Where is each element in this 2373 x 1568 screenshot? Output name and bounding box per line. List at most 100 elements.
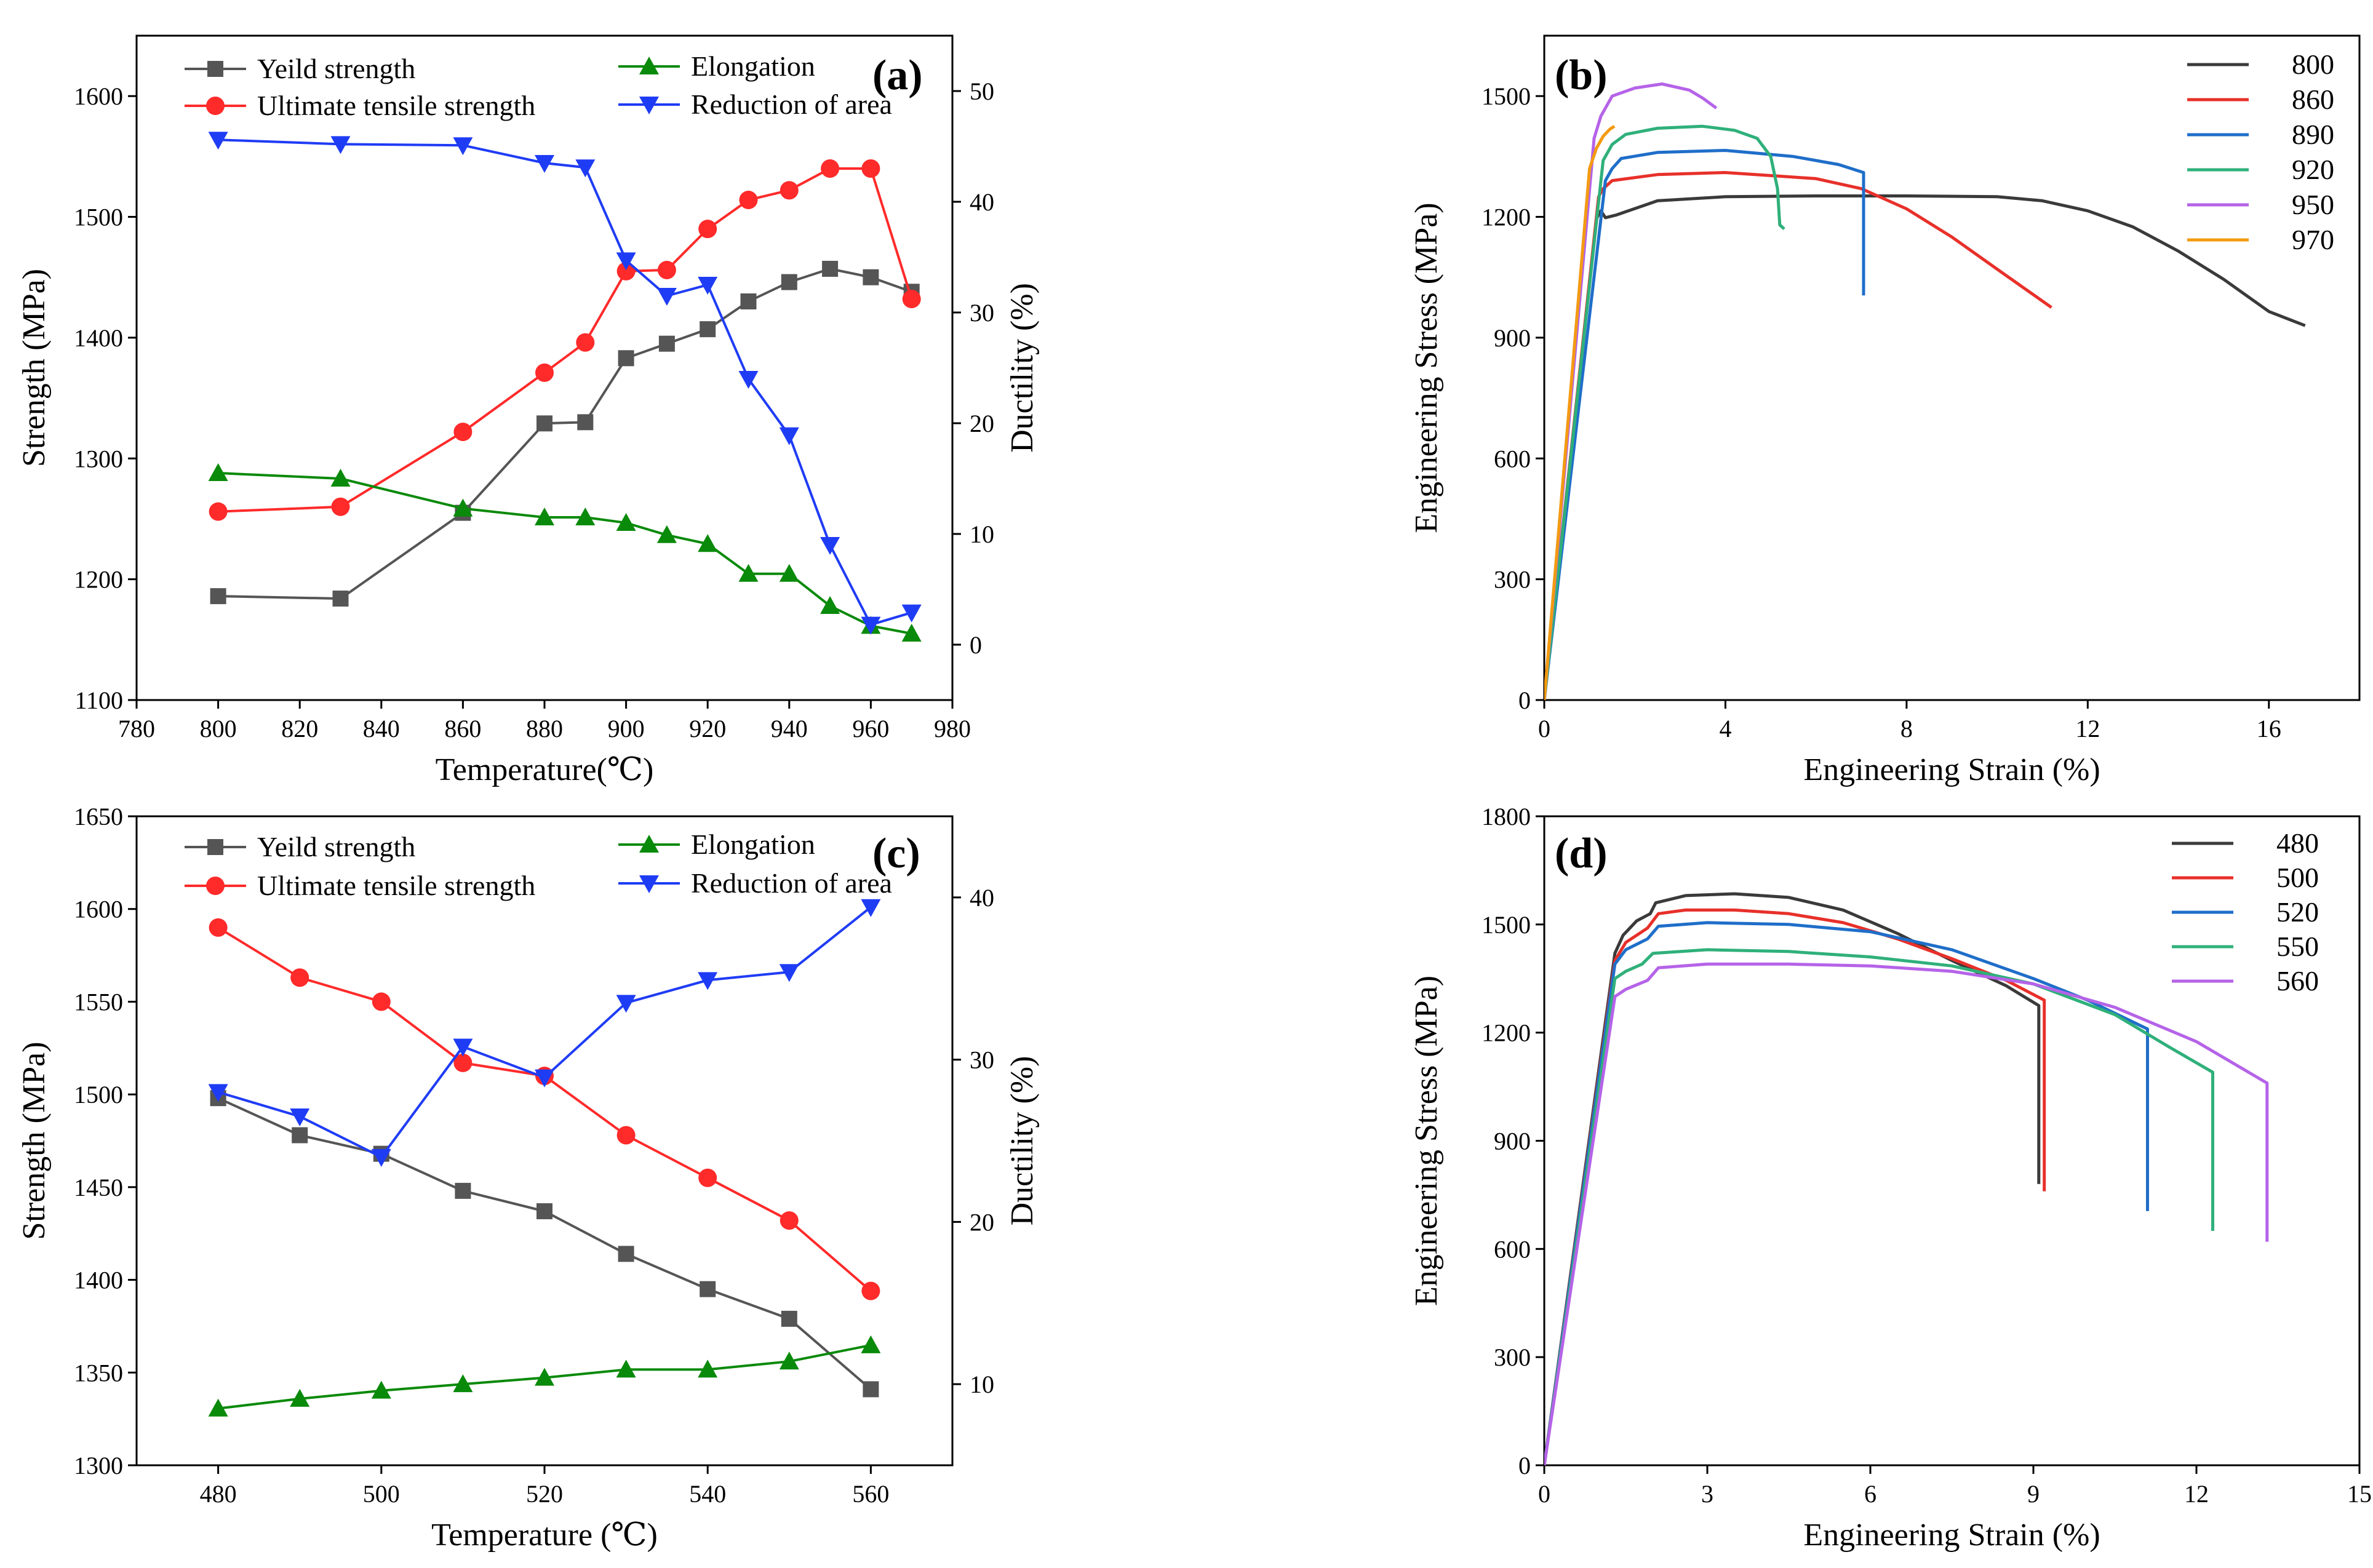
- series-920: [1544, 124, 1785, 700]
- y-tick-label: 1200: [1482, 1019, 1531, 1047]
- series-line: [218, 906, 872, 1158]
- legend-label: 480: [2276, 827, 2319, 859]
- x-axis-title: Temperature(℃): [436, 752, 654, 787]
- y-axis-title: Strength (MPa): [17, 1041, 52, 1240]
- series-elongation: [208, 1335, 881, 1417]
- y-tick-label: 1300: [74, 445, 123, 472]
- x-tick-label: 520: [526, 1480, 563, 1508]
- series-500: [1544, 908, 2046, 1465]
- legend-marker: [639, 97, 659, 114]
- series-line: [218, 167, 913, 513]
- legend-marker: [639, 875, 659, 893]
- data-point: [779, 1351, 799, 1370]
- y2-axis-title: Ductility (%): [1005, 283, 1040, 453]
- y-tick-label: 1800: [1482, 803, 1531, 830]
- data-point: [575, 507, 596, 525]
- data-point: [738, 563, 759, 582]
- data-point: [536, 1203, 552, 1220]
- y2-tick-label: 30: [970, 1046, 994, 1074]
- series-970: [1544, 125, 1616, 700]
- data-point: [453, 1374, 473, 1393]
- y-axis-title: Engineering Stress (MPa): [1409, 976, 1444, 1306]
- data-point: [577, 414, 594, 431]
- data-point: [535, 155, 554, 173]
- data-point: [453, 1038, 473, 1057]
- y2-tick-label: 20: [970, 410, 994, 437]
- y2-tick-label: 40: [970, 188, 994, 216]
- data-point: [209, 918, 228, 937]
- y2-axis-title: Ductility (%): [1005, 1056, 1040, 1226]
- data-point: [575, 159, 596, 178]
- legend-marker: [639, 57, 659, 74]
- y-tick-label: 1100: [74, 686, 123, 714]
- data-point: [453, 137, 473, 156]
- series-reduction-of-area: [208, 899, 881, 1167]
- data-point: [616, 261, 636, 281]
- series-line: [217, 1097, 872, 1390]
- data-point: [780, 1211, 799, 1230]
- data-point: [657, 260, 676, 279]
- x-tick-label: 900: [608, 715, 645, 742]
- plot-area: [1544, 82, 2306, 700]
- data-point: [698, 220, 717, 239]
- data-point: [861, 1281, 880, 1300]
- series-elongation: [208, 463, 922, 642]
- series-ultimate-tensile-strength: [209, 918, 880, 1300]
- x-tick-label: 3: [1701, 1480, 1713, 1508]
- x-tick-label: 9: [2027, 1480, 2040, 1508]
- data-point: [576, 333, 595, 352]
- y-tick-label: 1200: [1482, 204, 1531, 231]
- plot-area: [208, 899, 881, 1417]
- y-tick-label: 900: [1494, 1128, 1531, 1155]
- series-line: [1544, 908, 2046, 1465]
- y-tick-label: 1550: [74, 988, 123, 1016]
- panel-label: (c): [872, 830, 920, 877]
- legend: Yeild strength Ultimate tensile strength E…: [185, 829, 892, 901]
- y-tick-label: 900: [1494, 324, 1531, 352]
- data-point: [821, 159, 840, 178]
- x-tick-label: 12: [2184, 1480, 2209, 1508]
- data-point: [901, 604, 922, 623]
- data-point: [209, 502, 228, 521]
- data-point: [330, 136, 351, 154]
- legend-label: 500: [2276, 862, 2319, 893]
- data-point: [208, 1084, 228, 1102]
- data-point: [536, 415, 552, 432]
- data-point: [618, 350, 634, 367]
- x-tick-label: 800: [200, 715, 237, 742]
- y2-tick-label: 30: [970, 299, 994, 327]
- series-950: [1544, 82, 1718, 700]
- data-point: [290, 1388, 310, 1407]
- legend-marker: [206, 97, 225, 115]
- data-point: [208, 132, 228, 150]
- legend: Yeild strength Ultimate tensile strength E…: [185, 50, 892, 121]
- y-tick-label: 1500: [74, 204, 123, 231]
- y-tick-label: 300: [1494, 566, 1531, 594]
- y-tick-label: 300: [1494, 1343, 1531, 1371]
- x-tick-label: 980: [934, 715, 971, 742]
- series-line: [1544, 948, 2214, 1465]
- y-tick-label: 600: [1494, 1235, 1531, 1263]
- y-tick-label: 0: [1518, 1452, 1531, 1479]
- plot-frame: [1543, 34, 2361, 701]
- x-tick-label: 560: [852, 1480, 889, 1508]
- data-point: [820, 596, 840, 614]
- series-line: [1544, 892, 2041, 1465]
- series-800: [1544, 194, 2306, 700]
- plot-area: [1544, 892, 2269, 1465]
- y-axis-title: Engineering Stress (MPa): [1409, 202, 1444, 533]
- legend-label: 560: [2276, 965, 2319, 997]
- legend-label: Elongation: [691, 50, 815, 82]
- panel-b: 0 4 8 12 16 0 300 600 900 1200 1500 Engineering Str…: [1409, 34, 2361, 787]
- series-reduction-of-area: [208, 132, 922, 635]
- x-tick-label: 960: [852, 715, 889, 742]
- series-860: [1544, 171, 2052, 700]
- data-point: [902, 290, 921, 309]
- legend-label: 970: [2292, 224, 2334, 255]
- series-ultimate-tensile-strength: [209, 159, 921, 521]
- y2-tick-label: 10: [970, 520, 994, 548]
- x-tick-label: 15: [2347, 1480, 2372, 1508]
- series-yeild-strength: [210, 260, 920, 607]
- legend-label: 520: [2276, 896, 2319, 928]
